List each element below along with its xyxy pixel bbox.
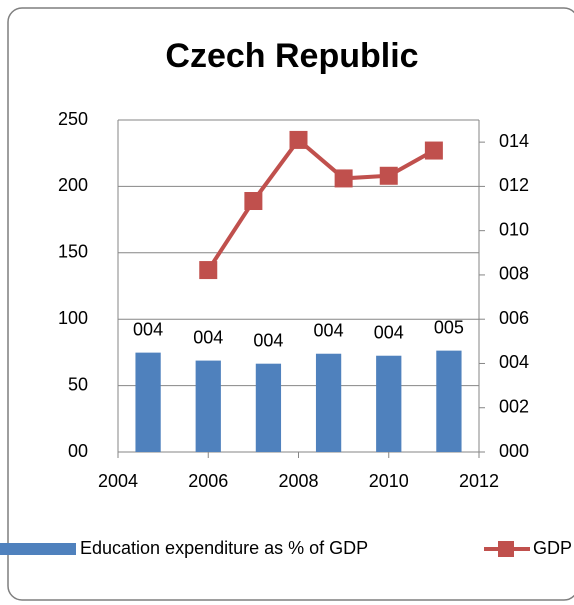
y2-tick-label: 012 xyxy=(499,175,529,195)
bar xyxy=(195,360,221,452)
y-tick-label: 150 xyxy=(58,242,88,262)
chart-frame xyxy=(7,7,574,601)
line-marker xyxy=(334,169,353,188)
data-label: 004 xyxy=(253,330,283,350)
bar xyxy=(255,363,282,452)
y2-tick-label: 008 xyxy=(499,264,529,284)
data-label: 004 xyxy=(314,320,344,340)
line-marker xyxy=(379,166,398,185)
chart-title: Czech Republic xyxy=(165,37,418,75)
y2-tick-label: 000 xyxy=(499,441,529,461)
line-marker xyxy=(244,192,263,211)
y-tick-label: 100 xyxy=(58,308,88,328)
line-marker xyxy=(199,261,218,280)
data-label: 004 xyxy=(374,322,404,342)
line-marker xyxy=(289,130,308,149)
x-tick-label: 2004 xyxy=(98,471,138,491)
y2-tick-label: 010 xyxy=(499,219,529,239)
y-tick-label: 50 xyxy=(68,374,88,394)
legend-label: Education expenditure as % of GDP xyxy=(80,538,368,558)
x-tick-label: 2010 xyxy=(369,471,409,491)
bar xyxy=(436,350,462,452)
legend-marker xyxy=(498,541,514,557)
y-tick-label: 200 xyxy=(58,175,88,195)
legend-swatch xyxy=(0,543,76,555)
data-label: 005 xyxy=(434,317,464,337)
y-tick-label: 250 xyxy=(58,109,88,129)
y2-tick-label: 014 xyxy=(499,131,529,151)
bar xyxy=(135,352,161,452)
data-label: 004 xyxy=(133,319,163,339)
line-marker xyxy=(424,141,443,160)
y2-tick-label: 002 xyxy=(499,396,529,416)
y2-tick-label: 006 xyxy=(499,308,529,328)
y2-tick-label: 004 xyxy=(499,352,529,372)
bar xyxy=(315,353,342,452)
data-label: 004 xyxy=(193,327,223,347)
y-tick-label: 00 xyxy=(68,441,88,461)
bar xyxy=(376,355,402,452)
x-tick-label: 2012 xyxy=(459,471,499,491)
x-tick-label: 2006 xyxy=(188,471,228,491)
x-tick-label: 2008 xyxy=(278,471,318,491)
legend-label: GDP xyxy=(533,538,572,558)
